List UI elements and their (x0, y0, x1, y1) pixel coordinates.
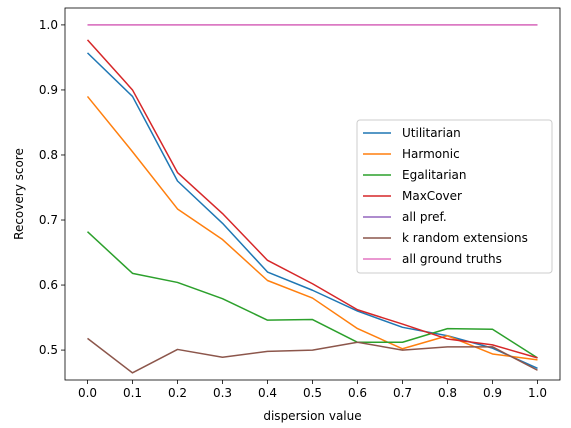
x-tick-label: 0.9 (483, 386, 502, 400)
legend-label: Harmonic (402, 147, 460, 161)
x-tick-label: 0.0 (78, 386, 97, 400)
x-tick-label: 0.7 (393, 386, 412, 400)
y-tick-label: 0.8 (39, 148, 58, 162)
x-axis-label: dispersion value (263, 409, 361, 423)
legend-box (356, 119, 553, 274)
legend-label: k random extensions (402, 231, 528, 245)
series-line-maxcover (86, 39, 538, 359)
series-line-egalitarian (86, 231, 538, 359)
legend-label: MaxCover (402, 189, 462, 203)
y-axis-label: Recovery score (12, 148, 26, 240)
y-tick-label: 0.6 (39, 278, 58, 292)
x-axis: 0.0 0.1 0.2 0.3 0.4 0.5 0.6 0.7 0.8 0.9 1.0 (78, 380, 547, 400)
legend: Utilitarian Harmonic Egalitarian MaxCover al… (356, 119, 553, 274)
legend-label: all ground truths (402, 252, 502, 266)
x-tick-label: 0.2 (168, 386, 187, 400)
series-line-utilitarian (86, 52, 538, 369)
y-tick-label: 1.0 (39, 18, 58, 32)
plot-lines (86, 24, 538, 374)
series-line-k-random-extensions (87, 337, 538, 374)
legend-label: all pref. (402, 210, 447, 224)
x-tick-label: 1.0 (528, 386, 547, 400)
y-tick-label: 0.9 (39, 83, 58, 97)
series-line-harmonic (86, 95, 538, 361)
y-tick-label: 0.5 (39, 343, 58, 357)
x-tick-label: 0.1 (123, 386, 142, 400)
x-tick-label: 0.4 (258, 386, 277, 400)
y-axis: 0.5 0.6 0.7 0.8 0.9 1.0 (39, 18, 65, 357)
legend-label: Egalitarian (402, 168, 467, 182)
y-tick-label: 0.7 (39, 213, 58, 227)
x-tick-label: 0.3 (213, 386, 232, 400)
x-tick-label: 0.8 (438, 386, 457, 400)
legend-label: Utilitarian (402, 126, 461, 140)
x-tick-label: 0.5 (303, 386, 322, 400)
x-tick-label: 0.6 (348, 386, 367, 400)
